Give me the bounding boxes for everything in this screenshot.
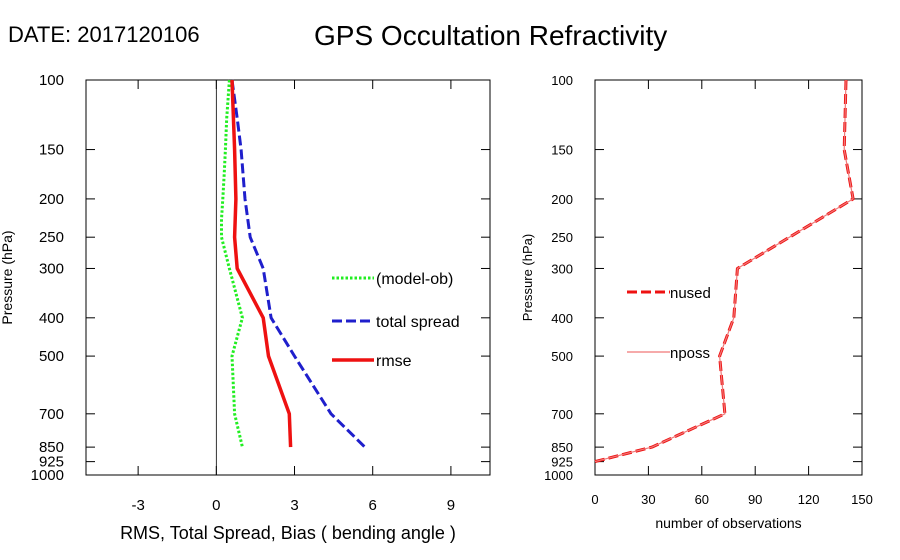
x-tick-label: 60 <box>695 492 709 507</box>
y-tick-label: 200 <box>551 192 573 207</box>
y-tick-label: 850 <box>39 439 64 456</box>
x-tick-label: 3 <box>290 497 298 514</box>
y-tick-label: 500 <box>551 349 573 364</box>
series-line-nposs <box>594 79 854 463</box>
y-axis-label: Pressure (hPa) <box>0 230 15 324</box>
x-tick-label: 30 <box>641 492 655 507</box>
x-tick-label: 6 <box>369 497 377 514</box>
y-tick-label: 100 <box>39 72 64 89</box>
x-tick-label: 120 <box>798 492 820 507</box>
series-line-rmse <box>230 79 293 448</box>
legend-label: (model-ob) <box>376 271 453 288</box>
x-tick-label: 0 <box>212 497 220 514</box>
y-tick-label: 1000 <box>544 468 573 483</box>
legend-label: nposs <box>670 345 710 362</box>
x-axis-label: RMS, Total Spread, Bias ( bending angle … <box>120 523 456 543</box>
chart-title: GPS Occultation Refractivity <box>314 20 668 51</box>
y-tick-label: 400 <box>39 310 64 327</box>
x-tick-label: 9 <box>447 497 455 514</box>
date-label: DATE: 2017120106 <box>8 22 200 47</box>
y-tick-label: 700 <box>551 407 573 422</box>
series-line-modelob <box>220 79 244 448</box>
y-tick-label: 150 <box>39 142 64 159</box>
y-tick-label: 300 <box>551 261 573 276</box>
plot-frame <box>85 79 491 476</box>
y-axis-label: Pressure (hPa) <box>520 234 535 321</box>
y-tick-label: 250 <box>39 229 64 246</box>
y-tick-label: 700 <box>39 406 64 423</box>
y-tick-label: 925 <box>39 454 64 471</box>
series-line-totalspread <box>230 79 366 449</box>
y-tick-label: 150 <box>551 143 573 158</box>
y-tick-label: 300 <box>39 260 64 277</box>
x-tick-label: 150 <box>851 492 873 507</box>
legend-label: rmse <box>376 353 412 370</box>
plot-frame <box>594 79 863 476</box>
y-tick-label: 1000 <box>31 467 64 484</box>
y-tick-label: 850 <box>551 440 573 455</box>
legend-label: nused <box>670 285 711 302</box>
x-tick-label: 0 <box>591 492 598 507</box>
y-tick-label: 925 <box>551 455 573 470</box>
y-tick-label: 100 <box>551 73 573 88</box>
y-tick-label: 500 <box>39 348 64 365</box>
x-tick-label: -3 <box>131 497 144 514</box>
y-tick-label: 250 <box>551 230 573 245</box>
x-tick-label: 90 <box>748 492 762 507</box>
y-tick-label: 400 <box>551 311 573 326</box>
x-axis-label: number of observations <box>655 515 801 531</box>
y-tick-label: 200 <box>39 191 64 208</box>
legend-label: total spread <box>376 314 460 331</box>
